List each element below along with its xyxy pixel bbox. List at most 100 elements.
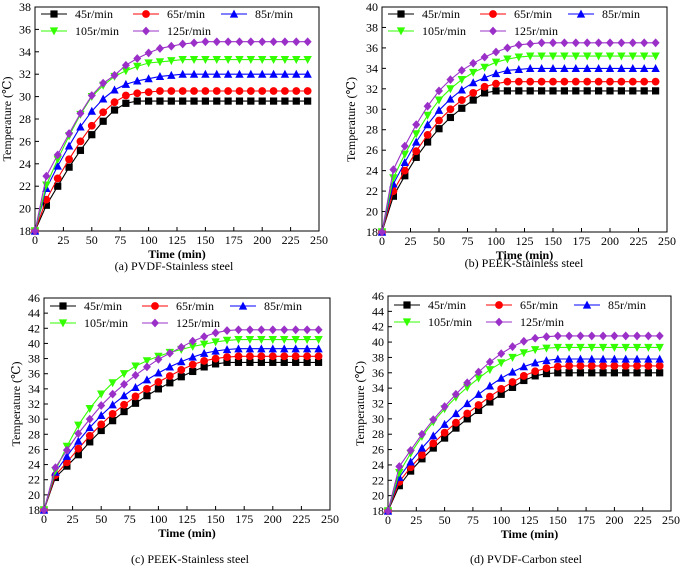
data-point [644, 343, 653, 352]
data-point [651, 52, 660, 61]
series-45r/min [378, 87, 660, 236]
data-point [469, 96, 477, 104]
data-point [429, 444, 437, 452]
data-point [235, 56, 244, 65]
data-point [434, 96, 444, 105]
data-point [542, 369, 551, 378]
data-point [480, 82, 489, 91]
data-point [508, 378, 517, 386]
data-point [588, 369, 596, 377]
data-point [429, 415, 438, 425]
x-tick-label: 200 [601, 234, 619, 248]
data-point [223, 358, 231, 366]
data-point [617, 87, 625, 95]
data-point [458, 104, 466, 112]
legend-item: 85r/min [230, 299, 302, 313]
data-point [583, 38, 592, 48]
x-tick-label: 100 [487, 234, 505, 248]
data-point [88, 131, 96, 139]
data-point [201, 69, 210, 78]
y-tick-label: 28 [28, 427, 40, 441]
data-point [560, 52, 569, 61]
legend-item: 45r/min [388, 7, 460, 21]
data-point [119, 391, 129, 400]
data-point [526, 63, 535, 72]
data-point [200, 356, 209, 365]
data-point [463, 409, 472, 418]
legend: 45r/min 65r/min 85r/min 105r/min 125r/min [41, 7, 293, 38]
data-point [515, 87, 523, 95]
data-point [189, 69, 199, 78]
data-point [435, 116, 443, 125]
y-tick-label: 34 [366, 61, 378, 75]
data-point [235, 97, 244, 105]
y-tick-label: 22 [19, 179, 31, 193]
data-point [640, 63, 649, 72]
y-tick-label: 46 [372, 289, 384, 303]
y-tick-label: 32 [366, 82, 378, 96]
data-point [389, 174, 398, 183]
data-point [165, 372, 174, 380]
data-point [542, 332, 551, 342]
data-point [212, 87, 221, 95]
data-point [74, 436, 83, 445]
data-point [53, 150, 62, 160]
data-point [234, 325, 243, 335]
data-point [291, 336, 300, 345]
y-tick-label: 34 [19, 45, 31, 59]
data-point [605, 52, 615, 61]
data-point [133, 62, 142, 71]
data-point [121, 60, 130, 70]
data-point [531, 333, 540, 343]
data-point [74, 429, 83, 438]
legend-marker [582, 300, 592, 309]
data-point [85, 404, 94, 413]
data-point [424, 138, 432, 146]
data-point [53, 174, 62, 183]
y-tick-label: 40 [366, 0, 378, 14]
data-point [280, 336, 289, 345]
legend-label: 45r/min [422, 7, 460, 21]
data-point [553, 362, 562, 371]
data-point [87, 91, 96, 100]
data-point [98, 94, 108, 103]
data-point [167, 57, 176, 66]
data-point [452, 418, 460, 427]
data-point [74, 451, 82, 459]
data-point [485, 357, 494, 367]
data-point [223, 353, 231, 361]
y-tick-label: 38 [366, 20, 378, 34]
data-point [201, 56, 210, 65]
data-point [401, 172, 409, 180]
legend-label: 125r/min [514, 24, 558, 38]
data-point [606, 38, 614, 48]
data-point [291, 325, 300, 335]
data-point [133, 97, 141, 105]
data-point [74, 421, 83, 430]
chart-panel-1: 0 25 50 75 100 125 150 175 200 225 250 18 20 22 24 26 28… [0, 0, 328, 273]
legend-marker [229, 9, 239, 18]
data-point [610, 361, 619, 370]
data-point [85, 431, 94, 440]
data-point [434, 105, 444, 114]
data-point [594, 38, 603, 48]
data-point [497, 373, 506, 382]
data-point [292, 56, 301, 65]
x-tick-label: 0 [41, 512, 47, 526]
data-point [530, 358, 540, 367]
data-point [62, 445, 71, 455]
legend-label: 45r/min [84, 299, 122, 313]
legend-item: 105r/min [50, 316, 128, 330]
data-point [485, 381, 495, 390]
data-point [417, 443, 427, 452]
series-125r/min [31, 37, 312, 236]
data-point [633, 369, 641, 377]
data-point [76, 109, 85, 118]
x-tick-label: 225 [282, 233, 300, 247]
x-axis-label: Time (min) [158, 526, 215, 540]
x-tick-label: 50 [95, 512, 107, 526]
data-point [537, 52, 546, 61]
x-tick-label: 150 [196, 233, 214, 247]
data-point [564, 354, 574, 363]
